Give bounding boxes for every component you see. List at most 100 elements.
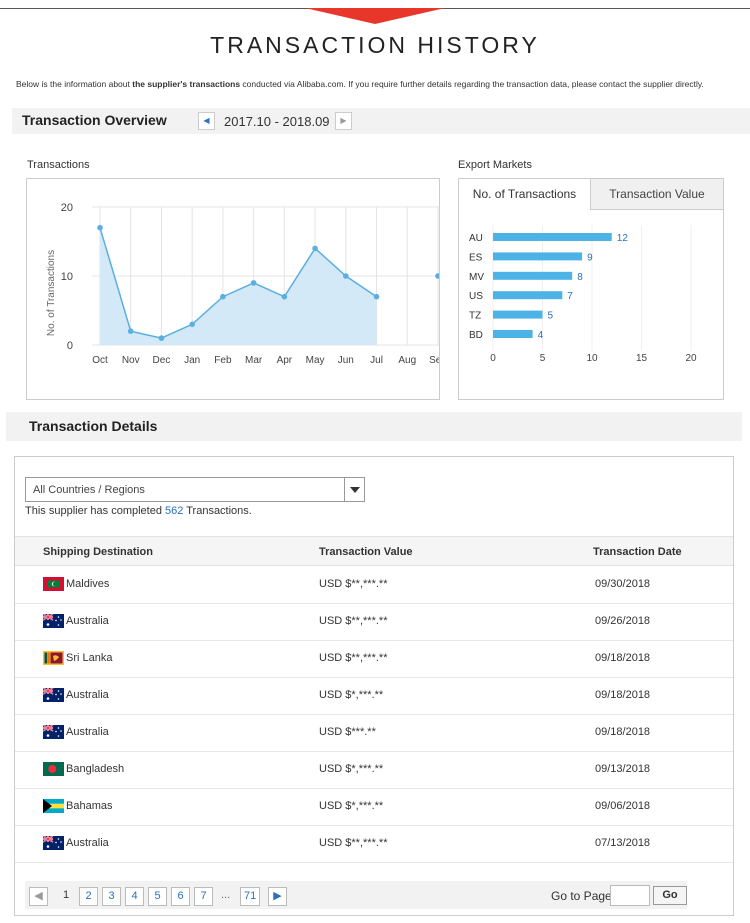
bar-x-tick-label: 5 xyxy=(540,353,546,364)
chevron-right-icon: ▶ xyxy=(340,116,347,125)
bar-category-label: MV xyxy=(469,272,484,283)
row-date: 09/18/2018 xyxy=(595,689,651,701)
australia-flag-icon xyxy=(42,613,64,628)
transactions-chart-panel: 0 10 20 Oct Nov Dec Jan Feb Mar Apr May Jun Jul Aug S… xyxy=(26,178,447,400)
page-next-button[interactable]: ▶ xyxy=(268,887,287,906)
table-row: Australia USD $**,***.** 07/13/2018 xyxy=(15,826,733,863)
completed-prefix: This supplier has completed xyxy=(25,505,166,517)
x-tick-label: Jun xyxy=(338,355,354,366)
chevron-down-icon[interactable] xyxy=(344,478,364,501)
bar-value-label: 4 xyxy=(538,330,544,341)
go-button[interactable]: Go xyxy=(653,886,687,905)
bar xyxy=(493,310,543,319)
row-date: 09/06/2018 xyxy=(595,800,651,812)
x-tick-label: Nov xyxy=(122,355,140,366)
goto-page-input[interactable] xyxy=(610,885,650,906)
row-value: USD $*,***.** xyxy=(319,689,384,701)
range-prev-button[interactable]: ◀ xyxy=(198,112,215,130)
bar-value-label: 5 xyxy=(548,311,554,322)
data-point xyxy=(312,245,318,252)
row-country: Maldives xyxy=(66,578,110,590)
row-value: USD $*,***.** xyxy=(319,763,384,775)
transactions-chart-label: Transactions xyxy=(27,159,90,171)
row-value: USD $**,***.** xyxy=(319,615,388,627)
bahamas-flag-icon xyxy=(43,799,64,813)
page-button[interactable]: 4 xyxy=(125,887,144,906)
range-next-button[interactable]: ▶ xyxy=(335,112,352,130)
column-transaction-date: Transaction Date xyxy=(593,546,682,558)
date-range: 2017.10 - 2018.09 xyxy=(224,114,330,129)
page-ellipsis: ... xyxy=(221,889,231,901)
page-title: TRANSACTION HISTORY xyxy=(210,32,540,58)
completed-summary: This supplier has completed 562 Transact… xyxy=(25,505,252,517)
sri-lanka-flag-icon xyxy=(43,651,64,665)
completed-suffix: Transactions. xyxy=(183,505,252,517)
chart-y-axis-label: No. of Transactions xyxy=(46,250,57,336)
bar-category-label: BD xyxy=(469,330,483,341)
intro-part-2: conducted via Alibaba.com. If you requir… xyxy=(240,79,704,89)
table-row: Australia USD $**,***.** 09/26/2018 xyxy=(15,604,733,641)
row-date: 09/26/2018 xyxy=(595,615,651,627)
row-country: Australia xyxy=(66,837,109,849)
x-tick-label: Dec xyxy=(153,355,171,366)
y-tick-label: 20 xyxy=(61,202,73,214)
bar-x-tick-label: 0 xyxy=(490,353,496,364)
row-country: Bahamas xyxy=(66,800,113,812)
x-tick-label: Apr xyxy=(277,355,293,366)
chevron-left-icon: ◀ xyxy=(34,890,43,902)
data-point xyxy=(189,321,195,328)
bar xyxy=(493,252,583,261)
bar xyxy=(493,330,533,338)
page-last-button[interactable]: 71 xyxy=(240,887,261,906)
bar xyxy=(493,233,612,241)
table-row: Bahamas USD $*,***.** 09/06/2018 xyxy=(15,789,733,826)
red-tab-marker xyxy=(305,8,445,24)
bar-value-label: 12 xyxy=(617,233,629,244)
page-button[interactable]: 5 xyxy=(148,887,167,906)
bar-category-label: ES xyxy=(469,252,483,263)
data-point xyxy=(158,335,165,341)
page-button[interactable]: 7 xyxy=(194,887,213,906)
bangladesh-flag-icon xyxy=(43,762,64,776)
export-markets-label: Export Markets xyxy=(458,159,532,171)
page-button[interactable]: 2 xyxy=(79,887,98,906)
row-value: USD $**,***.** xyxy=(319,578,388,590)
details-title: Transaction Details xyxy=(29,418,158,434)
table-row: Maldives USD $**,***.** 09/30/2018 xyxy=(15,567,733,604)
australia-flag-icon xyxy=(42,724,64,739)
page-button[interactable]: 6 xyxy=(171,887,190,906)
row-value: USD $**,***.** xyxy=(319,837,388,849)
row-date: 09/18/2018 xyxy=(595,726,651,738)
country-filter-value: All Countries / Regions xyxy=(33,484,145,496)
bar-value-label: 9 xyxy=(587,252,593,263)
maldives-flag-icon xyxy=(43,577,64,591)
x-tick-label: Mar xyxy=(245,355,263,366)
export-markets-bar-chart: AU 12 ES 9 MV 8 US 7 TZ 5 BD 4 0 5 10 15 20 xyxy=(469,225,697,364)
tab-no-of-transactions[interactable]: No. of Transactions xyxy=(459,179,591,210)
row-date: 07/13/2018 xyxy=(595,837,651,849)
page-prev-button[interactable]: ◀ xyxy=(29,887,48,906)
completed-count: 562 xyxy=(165,505,184,517)
country-filter-select[interactable]: All Countries / Regions xyxy=(25,477,365,502)
y-tick-label: 0 xyxy=(67,340,73,352)
x-tick-label: May xyxy=(306,355,325,366)
chevron-right-icon: ▶ xyxy=(273,890,282,902)
x-tick-label: Sep xyxy=(429,355,439,366)
table-row: Sri Lanka USD $**,***.** 09/18/2018 xyxy=(15,641,733,678)
bar xyxy=(493,291,563,300)
row-country: Sri Lanka xyxy=(66,652,113,664)
intro-part-1: Below is the information about xyxy=(16,79,133,89)
tab-transaction-value[interactable]: Transaction Value xyxy=(591,179,723,210)
transactions-area xyxy=(100,227,377,345)
row-country: Bangladesh xyxy=(66,763,125,775)
data-point xyxy=(127,328,134,334)
transaction-details-panel: All Countries / Regions This supplier ha… xyxy=(14,456,734,916)
page-button[interactable]: 3 xyxy=(102,887,121,906)
data-point xyxy=(220,293,226,300)
intro-bold: the supplier's transactions xyxy=(132,79,241,89)
data-point xyxy=(97,224,103,231)
australia-flag-icon xyxy=(42,687,64,702)
chevron-left-icon: ◀ xyxy=(203,116,210,125)
goto-page-label: Go to Page xyxy=(551,889,612,903)
column-transaction-value: Transaction Value xyxy=(319,546,413,558)
